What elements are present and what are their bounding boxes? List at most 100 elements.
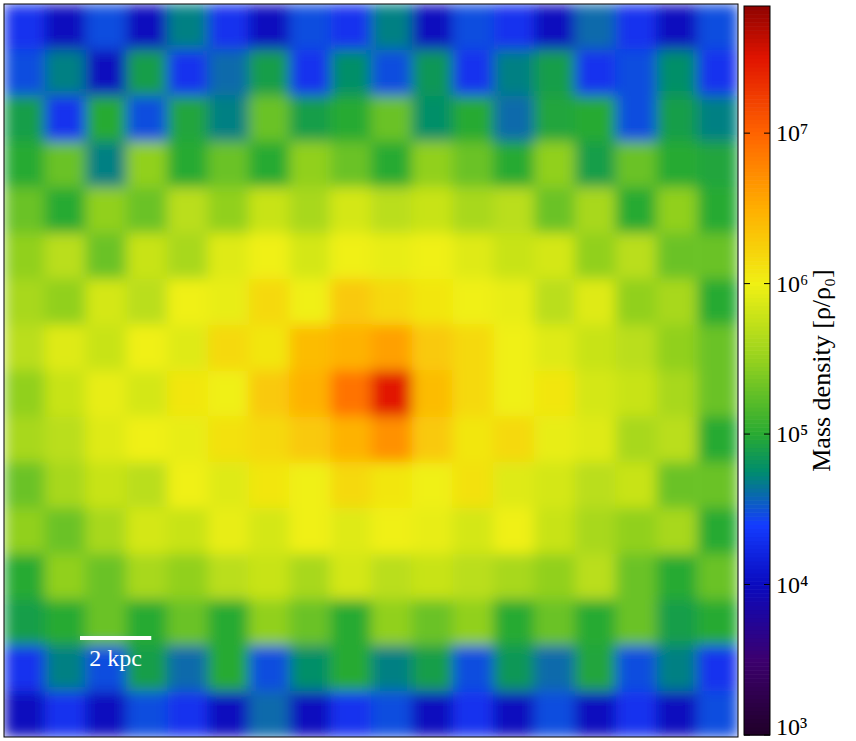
colorbar-tick-label: 10³ bbox=[776, 714, 807, 740]
colorbar-slice bbox=[744, 601, 770, 606]
cell bbox=[493, 325, 534, 371]
cell bbox=[126, 233, 167, 279]
cell bbox=[453, 600, 494, 646]
cell bbox=[493, 508, 534, 554]
colorbar-slice bbox=[744, 87, 770, 92]
colorbar-slice bbox=[744, 605, 770, 610]
cell bbox=[4, 233, 45, 279]
colorbar-slice bbox=[744, 512, 770, 517]
scale-bar-label: 2 kpc bbox=[89, 645, 142, 671]
colorbar-slice bbox=[744, 626, 770, 631]
colorbar-slice bbox=[744, 638, 770, 643]
colorbar-slice bbox=[744, 597, 770, 602]
colorbar-slice bbox=[744, 614, 770, 619]
colorbar-slice bbox=[744, 326, 770, 331]
colorbar-slice bbox=[744, 59, 770, 64]
cell bbox=[208, 325, 249, 371]
cell bbox=[575, 50, 616, 96]
colorbar-slice bbox=[744, 573, 770, 578]
colorbar-slice bbox=[744, 298, 770, 303]
cell bbox=[493, 279, 534, 325]
cell bbox=[167, 600, 208, 646]
colorbar-slice bbox=[744, 119, 770, 124]
cell bbox=[493, 187, 534, 233]
colorbar-slice bbox=[744, 107, 770, 112]
cell bbox=[371, 325, 412, 371]
colorbar bbox=[744, 6, 770, 736]
colorbar-slice bbox=[744, 42, 770, 47]
colorbar-slice bbox=[744, 399, 770, 404]
cell bbox=[249, 325, 290, 371]
cell bbox=[412, 141, 453, 187]
cell bbox=[86, 4, 127, 50]
colorbar-slice bbox=[744, 229, 770, 234]
cell bbox=[45, 141, 86, 187]
cell bbox=[656, 554, 697, 600]
cell bbox=[493, 554, 534, 600]
colorbar-slice bbox=[744, 265, 770, 270]
cell bbox=[616, 187, 657, 233]
cell bbox=[697, 233, 738, 279]
cell bbox=[534, 325, 575, 371]
cell bbox=[371, 462, 412, 508]
cell bbox=[289, 600, 330, 646]
cells bbox=[4, 4, 738, 737]
cell bbox=[208, 645, 249, 691]
colorbar-slice bbox=[744, 213, 770, 218]
cell bbox=[208, 691, 249, 737]
colorbar-slice bbox=[744, 115, 770, 120]
cell bbox=[697, 600, 738, 646]
colorbar-slice bbox=[744, 476, 770, 481]
colorbar-slice bbox=[744, 128, 770, 133]
colorbar-tick bbox=[764, 283, 770, 284]
cell bbox=[616, 371, 657, 417]
cell bbox=[534, 508, 575, 554]
cell bbox=[4, 508, 45, 554]
colorbar-slice bbox=[744, 561, 770, 566]
cell bbox=[167, 279, 208, 325]
colorbar-slice bbox=[744, 646, 770, 651]
cell bbox=[86, 233, 127, 279]
colorbar-slice bbox=[744, 593, 770, 598]
cell bbox=[208, 279, 249, 325]
colorbar-slice bbox=[744, 95, 770, 100]
colorbar-slice bbox=[744, 541, 770, 546]
colorbar-slice bbox=[744, 249, 770, 254]
cell bbox=[616, 416, 657, 462]
cell bbox=[208, 50, 249, 96]
colorbar-slice bbox=[744, 152, 770, 157]
cell bbox=[126, 96, 167, 142]
colorbar-slice bbox=[744, 184, 770, 189]
cell bbox=[493, 600, 534, 646]
colorbar-slice bbox=[744, 456, 770, 461]
colorbar-slice bbox=[744, 431, 770, 436]
colorbar-slice bbox=[744, 358, 770, 363]
cell bbox=[208, 600, 249, 646]
cell bbox=[4, 371, 45, 417]
colorbar-tick bbox=[764, 584, 770, 585]
colorbar-slice bbox=[744, 103, 770, 108]
cell bbox=[126, 279, 167, 325]
colorbar-slice bbox=[744, 658, 770, 663]
cell bbox=[86, 554, 127, 600]
cell bbox=[167, 141, 208, 187]
cell bbox=[330, 4, 371, 50]
cell bbox=[453, 416, 494, 462]
colorbar-slice bbox=[744, 245, 770, 250]
colorbar-tick-label: 10⁷ bbox=[776, 120, 808, 146]
colorbar-slice bbox=[744, 91, 770, 96]
colorbar-slice bbox=[744, 79, 770, 84]
colorbar-slice bbox=[744, 447, 770, 452]
cell bbox=[453, 141, 494, 187]
colorbar-slice bbox=[744, 334, 770, 339]
cell bbox=[249, 508, 290, 554]
cell bbox=[453, 691, 494, 737]
cell bbox=[371, 96, 412, 142]
cell bbox=[4, 691, 45, 737]
cell bbox=[167, 325, 208, 371]
cell bbox=[4, 141, 45, 187]
cell bbox=[534, 416, 575, 462]
cell bbox=[249, 96, 290, 142]
colorbar-slice bbox=[744, 650, 770, 655]
cell bbox=[330, 371, 371, 417]
